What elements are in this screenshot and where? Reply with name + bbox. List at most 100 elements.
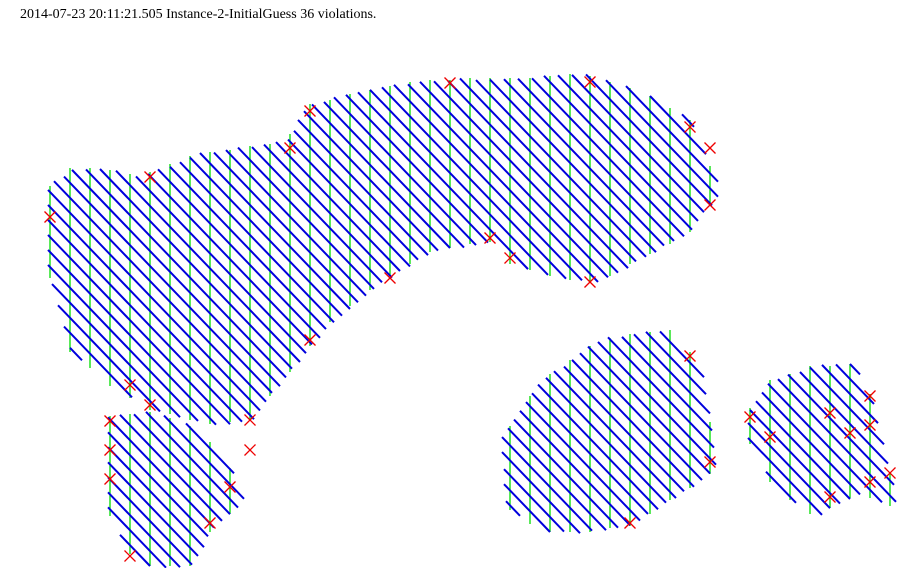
blue-line xyxy=(369,89,549,276)
blue-line xyxy=(71,169,281,387)
blue-line xyxy=(531,392,649,515)
blue-line xyxy=(47,234,231,425)
blue-line xyxy=(311,103,451,249)
blue-line xyxy=(297,119,429,256)
blue-line xyxy=(503,78,665,247)
red-x-icon xyxy=(864,476,876,488)
red-x-icon xyxy=(144,171,156,183)
red-x-icon xyxy=(684,121,696,133)
red-x-stroke xyxy=(124,550,136,562)
red-x-stroke xyxy=(104,444,116,456)
red-x-icon xyxy=(104,444,116,456)
blue-line xyxy=(163,414,245,500)
red-x-stroke xyxy=(864,476,876,488)
red-x-stroke xyxy=(444,77,456,89)
blue-line xyxy=(621,336,713,432)
blue-line xyxy=(531,77,685,238)
red-x-stroke xyxy=(384,272,396,284)
red-x-icon xyxy=(444,77,456,89)
blue-line xyxy=(107,491,181,568)
red-x-icon xyxy=(124,379,136,391)
blue-line xyxy=(633,333,711,415)
blue-line xyxy=(251,146,383,283)
red-x-stroke xyxy=(244,444,256,456)
blue-line xyxy=(263,143,393,279)
blue-line xyxy=(145,411,239,509)
blue-line xyxy=(169,166,327,330)
blue-line xyxy=(475,79,647,258)
blue-line xyxy=(503,468,565,533)
blue-line xyxy=(507,427,607,531)
blue-line xyxy=(157,168,321,339)
red-x-icon xyxy=(124,550,136,562)
red-x-stroke xyxy=(204,517,216,529)
red-x-stroke xyxy=(704,456,716,468)
blue-line xyxy=(345,94,489,244)
blue-line xyxy=(107,416,215,529)
blue-line xyxy=(645,331,707,395)
red-x-stroke xyxy=(764,431,776,443)
red-x-stroke xyxy=(584,276,596,288)
red-x-icon xyxy=(244,444,256,456)
blue-line xyxy=(287,138,411,268)
blue-line xyxy=(579,352,703,481)
blue-line xyxy=(489,78,657,253)
red-x-stroke xyxy=(684,350,696,362)
blue-line xyxy=(381,86,567,280)
blue-line xyxy=(537,383,659,511)
blue-line xyxy=(799,371,889,465)
red-x-icon xyxy=(584,276,596,288)
blue-line xyxy=(51,283,181,418)
blue-line xyxy=(357,91,529,270)
red-x-stroke xyxy=(584,76,596,88)
blue-line xyxy=(755,400,851,500)
blue-line xyxy=(447,80,629,269)
blue-line xyxy=(63,175,273,394)
blue-line xyxy=(513,418,619,529)
blue-line xyxy=(57,304,161,413)
blue-line xyxy=(747,437,823,516)
red-x-icon xyxy=(104,473,116,485)
red-x-stroke xyxy=(704,199,716,211)
blue-line xyxy=(519,410,631,526)
red-x-icon xyxy=(244,414,256,426)
blue-line xyxy=(303,110,439,252)
red-x-icon xyxy=(844,427,856,439)
blue-line xyxy=(63,325,133,398)
blue-line xyxy=(47,249,217,426)
blue-line xyxy=(585,73,713,207)
blue-line xyxy=(107,506,167,568)
red-x-icon xyxy=(204,517,216,529)
red-x-stroke xyxy=(304,334,316,346)
blue-line xyxy=(747,422,831,509)
violation-markers xyxy=(44,76,896,562)
red-x-icon xyxy=(824,491,836,503)
blue-line xyxy=(749,409,841,505)
red-x-stroke xyxy=(104,415,116,427)
red-x-stroke xyxy=(744,411,756,423)
blue-line xyxy=(777,378,897,503)
blue-line xyxy=(761,391,861,496)
red-x-stroke xyxy=(124,379,136,391)
red-x-icon xyxy=(704,456,716,468)
blue-line xyxy=(99,168,293,370)
blue-line xyxy=(459,77,637,263)
blue-line xyxy=(571,74,705,213)
blue-line xyxy=(185,422,235,475)
blue-line xyxy=(517,78,675,242)
red-x-stroke xyxy=(224,481,236,493)
blue-line xyxy=(765,470,797,504)
blue-line xyxy=(107,476,193,566)
red-x-icon xyxy=(884,467,896,479)
blue-line xyxy=(107,431,209,538)
blue-line xyxy=(571,359,695,488)
blue-line xyxy=(133,413,231,515)
blue-line xyxy=(107,461,199,557)
red-x-icon xyxy=(304,334,316,346)
red-x-icon xyxy=(824,407,836,419)
blue-line xyxy=(293,130,419,261)
blue-line xyxy=(323,101,465,249)
blue-line xyxy=(85,168,287,379)
blue-line xyxy=(47,189,261,412)
